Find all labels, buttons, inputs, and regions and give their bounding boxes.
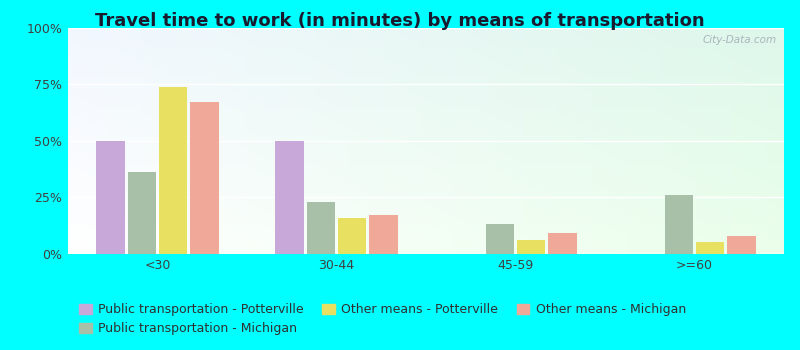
Bar: [159, 87, 187, 254]
Bar: [96, 141, 125, 254]
Bar: [369, 215, 398, 254]
Bar: [727, 236, 756, 254]
Text: City-Data.com: City-Data.com: [702, 35, 777, 45]
Bar: [517, 240, 546, 254]
Bar: [127, 173, 156, 254]
Text: Travel time to work (in minutes) by means of transportation: Travel time to work (in minutes) by mean…: [95, 12, 705, 30]
Bar: [338, 218, 366, 254]
Bar: [665, 195, 693, 254]
Bar: [275, 141, 304, 254]
Bar: [486, 224, 514, 254]
Legend: Public transportation - Potterville, Public transportation - Michigan, Other mea: Public transportation - Potterville, Pub…: [74, 298, 690, 340]
Bar: [696, 243, 725, 254]
Bar: [190, 103, 219, 254]
Bar: [548, 233, 577, 254]
Bar: [306, 202, 335, 254]
